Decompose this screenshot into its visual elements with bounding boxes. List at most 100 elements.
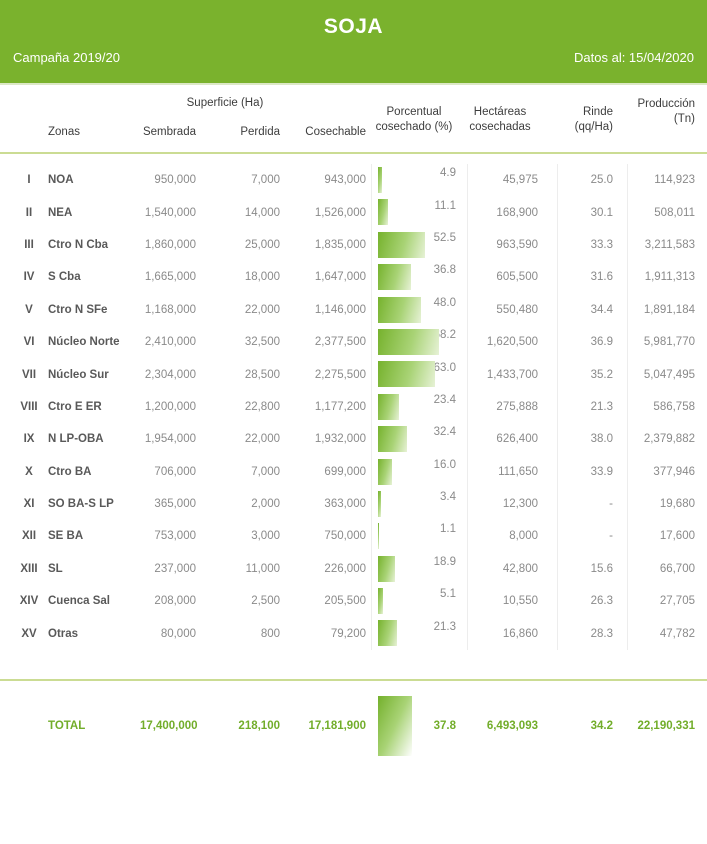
table-row: III Ctro N Cba 1,860,000 25,000 1,835,00… <box>0 229 707 261</box>
produccion-value: 586,758 <box>653 400 695 413</box>
table-row: XI SO BA-S LP 365,000 2,000 363,000 3.4 … <box>0 488 707 520</box>
zone-numeral: VI <box>23 336 35 349</box>
cosechable-value: 1,647,000 <box>314 271 366 284</box>
rinde-value: 31.6 <box>590 271 613 284</box>
hectareas-value: 8,000 <box>509 530 538 543</box>
harvest-progress-bar <box>378 523 379 550</box>
zone-name: Ctro BA <box>48 465 92 478</box>
porcentual-value: 3.4 <box>440 491 456 504</box>
cosechable-value: 750,000 <box>324 530 366 543</box>
hectareas-value: 42,800 <box>502 562 538 575</box>
harvest-progress-bar <box>378 588 383 615</box>
column-group-superficie: Superficie (Ha) <box>186 97 264 109</box>
perdida-value: 11,000 <box>245 562 280 575</box>
perdida-value: 14,000 <box>244 206 280 219</box>
cosechable-value: 1,526,000 <box>314 206 366 219</box>
harvest-progress-bar <box>378 490 382 517</box>
report-title: SOJA <box>323 15 384 38</box>
cosechable-value: 205,500 <box>324 595 366 608</box>
perdida-value: 3,000 <box>251 530 280 543</box>
cosechable-value: 363,000 <box>324 498 366 511</box>
produccion-value: 1,891,184 <box>643 303 695 316</box>
porcentual-value: 16.0 <box>433 458 456 471</box>
title-banner: SOJA Campaña 2019/20 Datos al: 15/04/202… <box>0 0 707 85</box>
perdida-value: 22,800 <box>244 400 280 413</box>
hectareas-value: 626,400 <box>496 433 538 446</box>
porcentual-value: 5.1 <box>440 588 456 601</box>
hectareas-value: 1,620,500 <box>486 336 538 349</box>
cosechable-value: 1,146,000 <box>314 303 366 316</box>
harvest-progress-bar <box>378 426 408 453</box>
rinde-value: 35.2 <box>590 368 613 381</box>
campaign-label: Campaña 2019/20 <box>13 50 120 65</box>
rinde-value: 38.0 <box>590 433 613 446</box>
hectareas-value: 10,550 <box>502 595 538 608</box>
perdida-value: 2,000 <box>251 498 280 511</box>
sembrada-value: 1,168,000 <box>144 303 196 316</box>
hectareas-value: 168,900 <box>496 206 538 219</box>
sembrada-value: 2,410,000 <box>144 336 196 349</box>
zone-numeral: VII <box>21 368 37 381</box>
rinde-value: 15.6 <box>590 562 613 575</box>
harvest-progress-bar <box>378 458 393 485</box>
table-row: XV Otras 80,000 800 79,200 21.3 16,860 2… <box>0 617 707 649</box>
sembrada-value: 1,860,000 <box>144 238 196 251</box>
zone-numeral: X <box>25 465 33 478</box>
column-divider <box>557 164 558 650</box>
table-row: XIII SL 237,000 11,000 226,000 18.9 42,8… <box>0 553 707 585</box>
produccion-value: 1,911,313 <box>644 271 695 284</box>
rinde-value: 34.4 <box>590 303 613 316</box>
produccion-value: 66,700 <box>659 562 695 575</box>
porcentual-value: 21.3 <box>433 620 456 633</box>
perdida-value: 7,000 <box>251 174 280 187</box>
zone-numeral: V <box>25 303 33 316</box>
total-porcentual-value: 37.8 <box>433 719 456 732</box>
table-row: VI Núcleo Norte 2,410,000 32,500 2,377,5… <box>0 326 707 358</box>
zone-name: Otras <box>48 627 79 640</box>
porcentual-value: 23.4 <box>433 393 456 406</box>
zone-numeral: XIII <box>20 562 38 575</box>
column-divider <box>467 164 468 650</box>
rinde-value: 28.3 <box>590 627 613 640</box>
column-header-hectareas: Hectáreas cosechadas <box>469 106 531 133</box>
cosechable-value: 943,000 <box>324 174 366 187</box>
harvest-progress-bar <box>378 264 412 291</box>
zone-numeral: XV <box>21 627 37 640</box>
sembrada-value: 208,000 <box>154 595 196 608</box>
table-row: V Ctro N SFe 1,168,000 22,000 1,146,000 … <box>0 294 707 326</box>
sembrada-value: 706,000 <box>154 465 196 478</box>
data-date-label: Datos al: 15/04/2020 <box>574 50 694 65</box>
zone-name: SO BA-S LP <box>48 498 114 511</box>
produccion-value: 5,047,495 <box>643 368 695 381</box>
zone-name: NOA <box>48 174 74 187</box>
cosechable-value: 79,200 <box>330 627 366 640</box>
perdida-value: 28,500 <box>244 368 280 381</box>
zone-numeral: IV <box>23 271 35 284</box>
column-header-perdida: Perdida <box>240 126 280 138</box>
harvest-progress-bar <box>378 393 400 420</box>
zone-name: SL <box>48 562 63 575</box>
hectareas-value: 12,300 <box>502 498 538 511</box>
zone-numeral: VIII <box>20 400 38 413</box>
hectareas-value: 111,650 <box>498 465 538 478</box>
zone-numeral: XIV <box>19 595 39 608</box>
total-perdida-value: 218,100 <box>238 719 280 732</box>
hectareas-value: 605,500 <box>496 271 538 284</box>
hectareas-value: 45,975 <box>502 174 538 187</box>
harvest-progress-bar <box>378 231 426 258</box>
table-row: IV S Cba 1,665,000 18,000 1,647,000 36.8… <box>0 261 707 293</box>
zone-numeral: II <box>25 206 33 219</box>
porcentual-value: 4.9 <box>440 167 456 180</box>
sembrada-value: 80,000 <box>160 627 196 640</box>
porcentual-value: 48.0 <box>433 296 456 309</box>
hectareas-value: 963,590 <box>496 238 538 251</box>
cosechable-value: 2,377,500 <box>314 336 366 349</box>
perdida-value: 25,000 <box>244 238 280 251</box>
produccion-value: 27,705 <box>659 595 695 608</box>
hectareas-value: 550,480 <box>496 303 538 316</box>
zone-numeral: XI <box>23 498 35 511</box>
zone-name: Núcleo Norte <box>48 336 120 349</box>
table-row: IX N LP-OBA 1,954,000 22,000 1,932,000 3… <box>0 423 707 455</box>
rinde-value: 33.3 <box>590 238 613 251</box>
